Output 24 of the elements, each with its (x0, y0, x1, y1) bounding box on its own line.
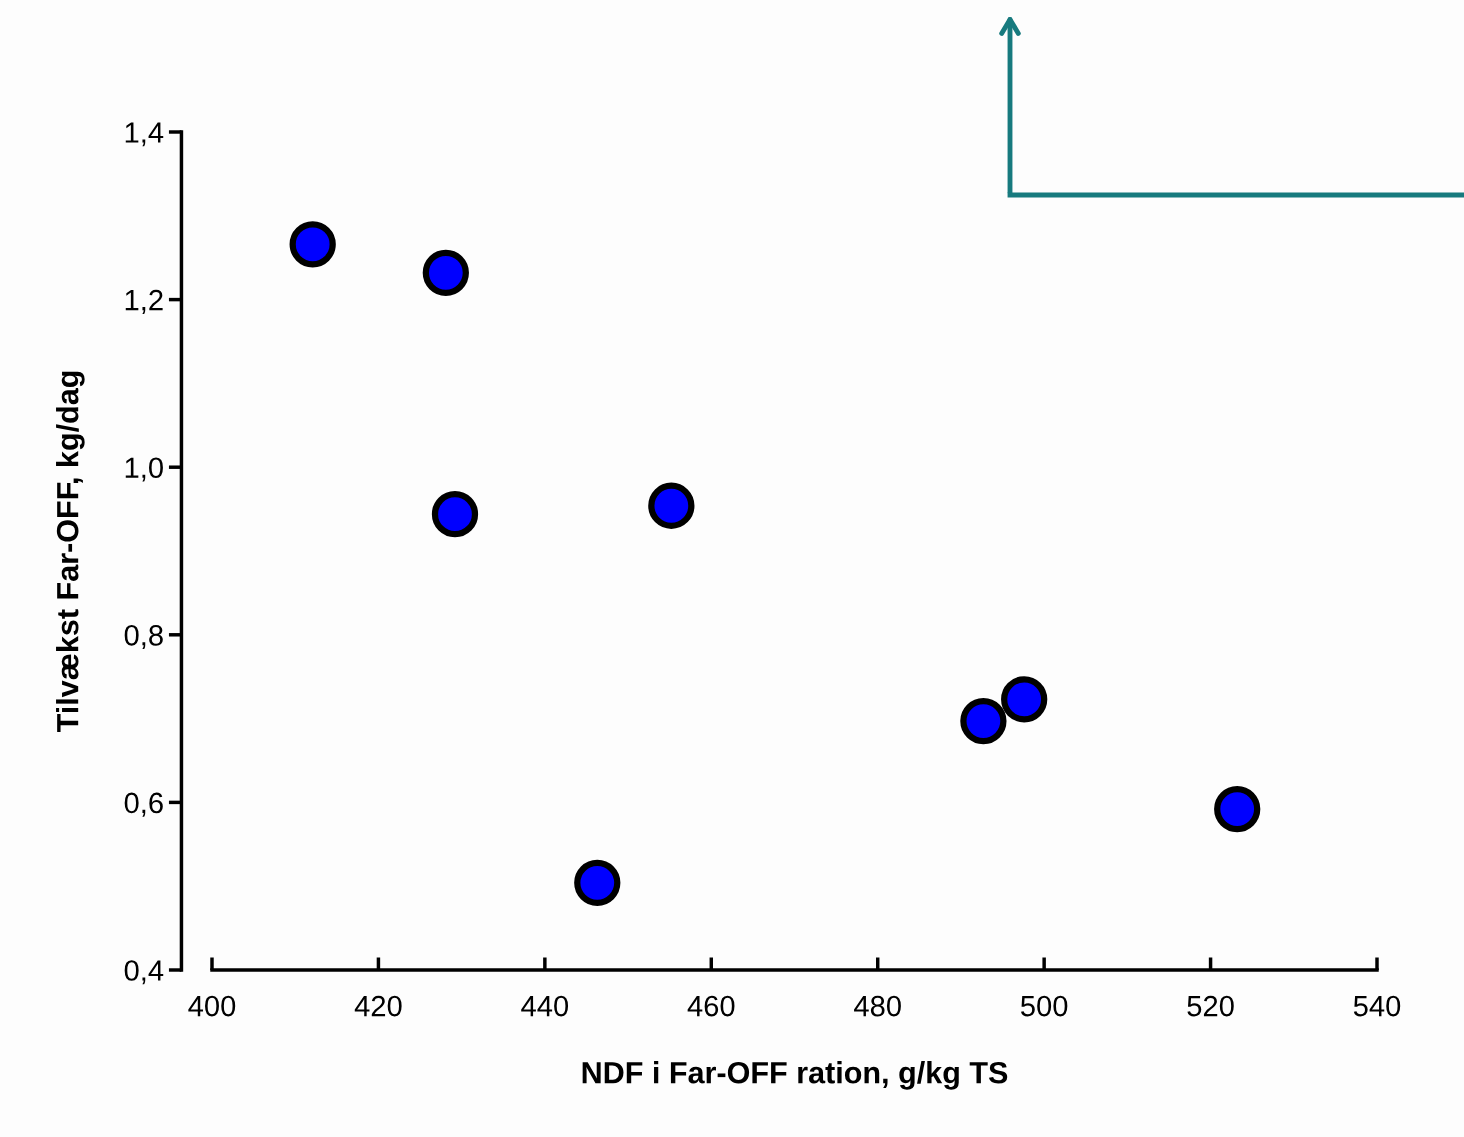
x-tick-label: 400 (188, 995, 236, 1017)
point (648, 482, 695, 529)
y-axis-title: Tilvækst Far-OFF, kg/dag (56, 371, 85, 733)
x-tick-label: 420 (354, 995, 402, 1017)
y-tick-label: 0,6 (124, 792, 163, 817)
x-tick-label: 540 (1353, 995, 1401, 1017)
y-tick-label: 1,2 (125, 289, 163, 314)
y-tick-label: 0,4 (124, 960, 164, 985)
point (1214, 785, 1261, 833)
x-tick-label: 460 (687, 995, 735, 1017)
x-tick-label: 500 (1020, 995, 1068, 1017)
y-tick-label: 0,8 (124, 625, 163, 650)
x-axis-title: NDF i Far-OFF ration, g/kg TS (582, 1061, 1008, 1090)
point (431, 490, 479, 538)
x-tick-label: 480 (854, 995, 901, 1017)
y-tick-label: 1,4 (125, 122, 164, 147)
point (289, 221, 336, 268)
point (1001, 676, 1048, 723)
y-tick-label: 1,0 (125, 457, 163, 482)
point (422, 249, 469, 296)
point (960, 697, 1007, 745)
x-tick-label: 440 (521, 995, 569, 1017)
point (574, 859, 621, 906)
x-tick-label: 520 (1187, 995, 1234, 1017)
